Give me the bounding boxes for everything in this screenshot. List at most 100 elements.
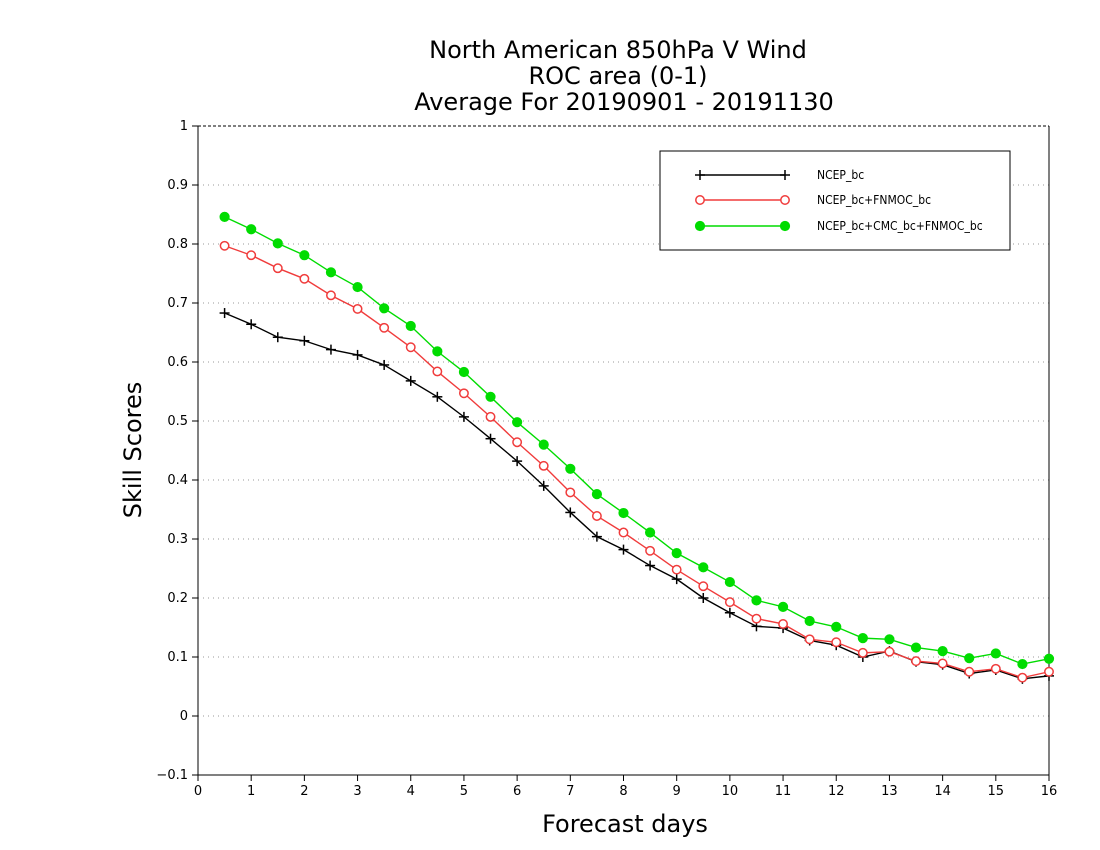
series-2-point-22	[804, 615, 815, 627]
grid-lines	[198, 184, 1049, 717]
series-1-point-1	[246, 250, 257, 261]
axes: −0.100.10.20.30.40.50.60.70.80.910 1 2 3 4 5 6…	[156, 119, 1057, 799]
x-tick-label-1: 1	[247, 784, 255, 799]
series-1-point-9	[458, 388, 469, 399]
series-2-point-30	[1017, 658, 1028, 670]
x-tick-label-3: 3	[353, 784, 361, 799]
series-1-point-16	[645, 545, 656, 556]
legend-marker-start-1	[695, 195, 705, 205]
x-tick-label-9: 9	[673, 784, 681, 799]
series-1-point-0	[219, 240, 230, 251]
series-0-point-10	[485, 433, 496, 444]
series-1-point-25	[884, 646, 895, 657]
series-0-point-2	[272, 332, 283, 343]
legend: NCEP_bc NCEP_bc+FNMOC_bc NCEP_bc+CMC_bc+FN…	[659, 150, 1011, 251]
series-2-point-4	[325, 267, 337, 278]
series-2-point-8	[432, 346, 443, 357]
series-2-point-19	[724, 576, 735, 588]
series-2-point-0	[219, 211, 230, 222]
series-1-point-10	[485, 411, 496, 422]
series-1-point-20	[751, 613, 762, 624]
y-tick-label-1: 0	[180, 709, 188, 724]
series-0-point-19	[724, 607, 735, 618]
series-2-point-14	[591, 489, 603, 500]
series-1-point-12	[538, 460, 549, 471]
series-0-point-9	[458, 411, 469, 422]
legend-label-1: NCEP_bc+FNMOC_bc	[817, 193, 931, 207]
series-line-2	[224, 216, 1050, 665]
series-0-point-0	[219, 308, 230, 319]
series-0-point-11	[512, 456, 523, 467]
series-1-point-24	[857, 647, 868, 658]
series-2-point-16	[644, 527, 656, 538]
series-1-point-13	[565, 487, 576, 498]
legend-entry-1: NCEP_bc+FNMOC_bc	[695, 193, 931, 207]
legend-marker-end-0	[780, 170, 790, 180]
legend-marker-end-1	[780, 195, 790, 205]
series-line-0	[224, 312, 1050, 680]
series-1-point-31	[1044, 666, 1054, 677]
series-1-point-30	[1017, 672, 1028, 683]
y-tick-label-2: 0.1	[167, 650, 188, 665]
y-tick-label-7: 0.6	[167, 355, 188, 370]
x-tick-label-7: 7	[566, 784, 574, 799]
series-2-point-28	[964, 653, 975, 664]
series-1-point-21	[778, 619, 789, 629]
series-2-point-31	[1043, 653, 1055, 664]
series-0-point-5	[352, 349, 363, 360]
series-0-point-13	[565, 507, 576, 518]
series-2-point-21	[777, 601, 789, 612]
title-line-2: ROC area (0-1)	[528, 62, 707, 90]
series-line-1	[224, 245, 1050, 679]
x-tick-label-6: 6	[513, 784, 521, 799]
x-tick-label-4: 4	[407, 784, 415, 799]
x-tick-label-8: 8	[619, 784, 627, 799]
series-2-point-13	[565, 463, 576, 474]
series-1-point-2	[272, 263, 283, 274]
y-tick-label-8: 0.7	[167, 296, 188, 311]
series-2-point-7	[405, 320, 416, 332]
x-tick-label-16: 16	[1041, 784, 1058, 799]
x-tick-label-10: 10	[722, 784, 739, 799]
series-2-point-29	[990, 648, 1001, 659]
series-1-point-3	[299, 273, 310, 284]
series-1-point-7	[405, 342, 416, 353]
series-1-point-4	[326, 290, 336, 301]
series-0-point-6	[379, 359, 390, 370]
legend-marker-start-0	[695, 170, 705, 180]
series-2-point-17	[671, 548, 682, 559]
series-0-point-15	[618, 544, 629, 555]
series-1-point-8	[432, 366, 443, 377]
series-0-point-18	[698, 593, 709, 603]
y-tick-label-9: 0.8	[167, 237, 188, 252]
series-2-point-26	[910, 642, 922, 653]
x-tick-label-5: 5	[460, 784, 468, 799]
series-2-point-12	[538, 439, 549, 450]
series-1-point-26	[911, 656, 921, 667]
series-1-point-27	[937, 658, 948, 669]
legend-marker-end-2	[779, 220, 791, 232]
legend-label-2: NCEP_bc+CMC_bc+FNMOC_bc	[817, 219, 983, 233]
y-tick-label-10: 0.9	[167, 178, 188, 193]
title-line-3: Average For 20190901 - 20191130	[414, 88, 834, 116]
series-1-point-5	[352, 303, 363, 314]
x-tick-label-15: 15	[988, 784, 1005, 799]
series-2-point-3	[299, 250, 310, 261]
series-1-point-19	[724, 597, 735, 608]
series-0-point-16	[645, 560, 656, 571]
series-1-point-15	[618, 527, 629, 538]
series-0-point-4	[325, 344, 336, 355]
plot-series	[219, 211, 1055, 684]
series-1-point-11	[512, 437, 523, 448]
series-2-point-10	[485, 391, 496, 402]
x-tick-label-11: 11	[775, 784, 792, 799]
series-2-point-15	[618, 507, 629, 519]
x-tick-label-2: 2	[300, 784, 308, 799]
series-1-point-23	[831, 637, 842, 648]
legend-entry-0: NCEP_bc	[695, 168, 864, 182]
series-2-point-1	[246, 224, 257, 235]
series-0-point-1	[246, 319, 257, 330]
series-0-point-12	[538, 480, 549, 491]
series-1-point-22	[804, 634, 815, 645]
y-tick-label-0: −0.1	[156, 768, 188, 783]
